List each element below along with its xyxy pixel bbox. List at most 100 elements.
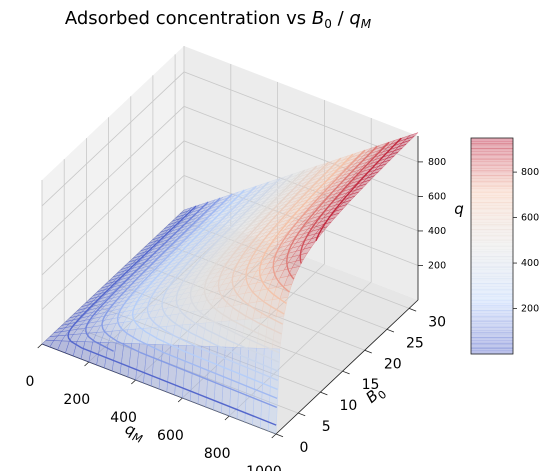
colorbar-band: [471, 262, 513, 267]
y-tick-mark: [275, 433, 284, 438]
colorbar-band: [471, 259, 513, 264]
colorbar-band: [471, 303, 513, 308]
contour-line: [175, 177, 281, 363]
colorbar-band: [471, 293, 513, 298]
colorbar-band: [471, 198, 513, 203]
colorbar-tick-label: 400: [521, 258, 539, 269]
z-tick-label: 200: [428, 260, 446, 271]
colorbar-band: [471, 246, 513, 250]
x-gridline: [135, 82, 279, 381]
colorbar-band: [471, 138, 513, 142]
colorbar-band: [471, 188, 513, 193]
y-tick-mark: [408, 308, 417, 312]
colorbar-tick-label: 200: [521, 304, 539, 315]
x-tick-label: 600: [157, 428, 184, 444]
x-tick-label: 0: [26, 374, 35, 390]
colorbar-band: [471, 343, 513, 348]
x-tick-mark: [271, 433, 277, 439]
colorbar-band: [471, 219, 513, 223]
contour-line: [245, 157, 342, 315]
colorbar-band: [471, 296, 513, 301]
z-gridline: [41, 175, 419, 310]
y-tick-label: 20: [384, 356, 402, 372]
colorbar-band: [471, 306, 513, 311]
colorbar-band: [471, 154, 513, 159]
colorbar-band: [471, 320, 513, 325]
colorbar-band: [471, 175, 513, 179]
colorbar-band: [471, 330, 513, 335]
colorbar-band: [471, 235, 513, 240]
colorbar-band: [471, 212, 513, 217]
chart-title-q: q: [349, 8, 360, 29]
colorbar-band: [471, 185, 513, 190]
contour-line: [272, 149, 366, 293]
x-tick-mark: [84, 361, 90, 367]
y-tick-mark: [298, 412, 306, 417]
chart-title-b: B: [312, 8, 324, 29]
colorbar-band: [471, 168, 513, 173]
colorbar-tick-label: 800: [521, 167, 539, 178]
contour-line: [189, 173, 294, 354]
colorbar-band: [471, 266, 513, 271]
x-gridline: [182, 100, 325, 399]
x-tick-label: 1000: [246, 464, 282, 471]
y-tick-label: 25: [406, 335, 424, 351]
colorbar-band: [471, 222, 513, 227]
colorbar-band: [471, 158, 513, 163]
contour-line: [258, 153, 354, 304]
colorbar-band: [471, 141, 513, 146]
colorbar-band: [471, 165, 513, 169]
chart-title: Adsorbed concentration vs B0 / qM: [65, 8, 372, 31]
colorbar-band: [471, 337, 513, 341]
colorbar-band: [471, 148, 513, 152]
y-tick-mark: [364, 349, 372, 354]
contour-line: [131, 189, 278, 391]
colorbar-band: [471, 347, 513, 352]
contour-line: [85, 201, 209, 352]
x-tick-mark: [224, 415, 230, 421]
y-tick-label: 30: [428, 314, 446, 330]
colorbar-band: [471, 289, 513, 294]
contour-line: [116, 193, 278, 400]
colorbar-band: [471, 340, 513, 345]
colorbar-band: [471, 316, 513, 321]
colorbar-frame: [470, 137, 514, 355]
colorbar-band: [471, 256, 513, 260]
chart-title-sep: /: [332, 8, 350, 29]
x-tick-mark: [37, 343, 43, 349]
contour-line: [101, 197, 278, 409]
colorbar-tick-label: 600: [521, 213, 539, 224]
x-tick-label: 800: [204, 446, 231, 462]
y-tick-mark: [320, 391, 328, 396]
tick-labels: 0200400600800100005101520253020040060080…: [26, 157, 447, 471]
colorbar-band: [471, 195, 513, 200]
x-tick-label: 200: [63, 392, 90, 408]
side-pane: [42, 46, 184, 344]
contour-line: [286, 145, 378, 280]
colorbar: 200 400 600 800: [470, 137, 539, 355]
colorbar-band: [471, 249, 513, 254]
colorbar-band: [471, 242, 513, 247]
colorbar-band: [471, 192, 513, 196]
colorbar-band: [471, 310, 513, 314]
colorbar-band: [471, 276, 513, 281]
colorbar-band: [471, 178, 513, 183]
y-tick-label: 15: [362, 377, 380, 393]
colorbar-band: [471, 279, 513, 284]
colorbar-band: [471, 208, 513, 213]
colorbar-band: [471, 232, 513, 237]
colorbar-band: [471, 215, 513, 220]
x-gridline: [228, 118, 372, 417]
contour-line: [146, 185, 279, 382]
colorbar-band: [471, 205, 513, 210]
colorbar-band: [471, 300, 513, 304]
contour-line: [231, 161, 330, 325]
colorbar-band: [471, 313, 513, 318]
colorbar-band: [471, 225, 513, 230]
y-tick-label: 10: [339, 398, 357, 414]
z-gridline: [41, 71, 419, 207]
colorbar-band: [471, 269, 513, 274]
z-tick-label: 400: [428, 226, 446, 237]
